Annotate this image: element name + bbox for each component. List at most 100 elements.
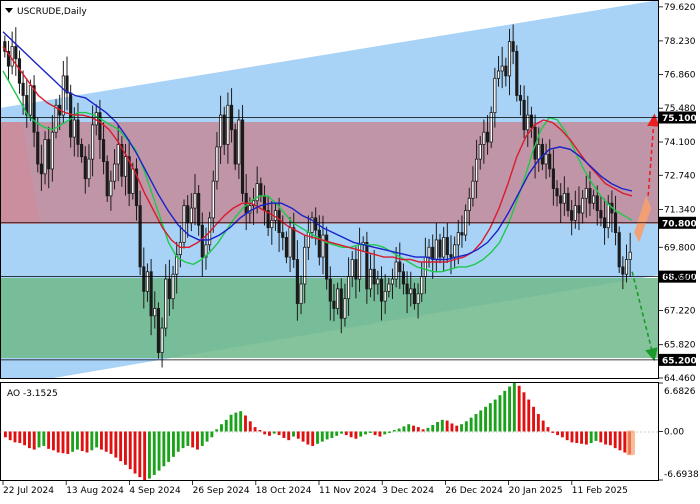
candle — [105, 155, 109, 202]
ao-bar — [536, 414, 540, 432]
ao-tick-label: 0.00 — [664, 427, 684, 437]
ao-bar — [455, 425, 459, 432]
ao-bar — [623, 431, 627, 453]
level-price-tag: 68.600 — [659, 270, 697, 283]
ao-bar — [522, 392, 526, 432]
ao-bar — [565, 431, 569, 441]
candle — [28, 79, 32, 122]
ao-bar — [51, 431, 55, 451]
ao-bar — [541, 420, 545, 432]
candle — [317, 215, 321, 266]
ao-bar — [354, 431, 358, 439]
candle — [383, 274, 387, 314]
candle — [193, 174, 197, 226]
y-tick-label: 65.820 — [664, 341, 696, 351]
candle — [548, 139, 552, 178]
x-tick-label: 20 Jan 2025 — [509, 486, 563, 496]
ao-bar — [368, 431, 372, 433]
candle — [471, 166, 475, 207]
ao-bar — [75, 431, 79, 450]
ao-bar — [3, 431, 7, 438]
candle — [617, 226, 621, 273]
candle — [145, 263, 150, 302]
candle — [343, 283, 347, 327]
ao-bar — [551, 431, 555, 433]
ao-bar — [128, 431, 132, 470]
candle — [233, 123, 237, 171]
ao-bar — [431, 424, 435, 432]
y-tick-label: 69.800 — [664, 243, 696, 253]
ao-bar — [580, 431, 584, 444]
candle — [475, 139, 479, 199]
ao-bar — [191, 431, 195, 448]
ao-bar — [119, 431, 123, 462]
ao-bar — [282, 431, 286, 438]
ao-bar — [234, 412, 238, 432]
candle — [624, 244, 629, 283]
ao-bar — [239, 411, 243, 432]
ao-bar — [23, 431, 27, 446]
y-tick-label: 79.620 — [664, 3, 696, 13]
ao-bar — [527, 399, 531, 432]
candle — [544, 143, 548, 179]
candle — [573, 190, 577, 229]
ao-bar — [258, 430, 262, 432]
level-price-tag: 70.800 — [659, 216, 697, 229]
candle — [529, 106, 534, 138]
candle — [171, 265, 175, 310]
ao-bar — [109, 431, 113, 454]
ao-bar — [253, 427, 257, 432]
candle — [98, 99, 102, 159]
candle — [25, 78, 29, 128]
x-tick-label: 11 Nov 2024 — [319, 486, 377, 496]
ao-bar — [220, 424, 223, 432]
candle — [332, 283, 336, 322]
ao-frame — [0, 382, 659, 481]
svg-text:68.600: 68.600 — [662, 273, 697, 283]
ao-bar — [268, 431, 271, 436]
candle — [299, 275, 303, 315]
moving-averages — [2, 31, 633, 273]
ao-bar — [440, 419, 444, 432]
ao-bar — [407, 424, 411, 432]
ao-bar — [599, 431, 603, 443]
ao-bar — [604, 431, 608, 445]
main-frame — [0, 0, 659, 379]
ao-bar — [589, 431, 593, 444]
y-tick-label: 71.340 — [664, 206, 696, 216]
ao-bar — [287, 431, 291, 441]
ao-bar — [99, 431, 103, 450]
ao-bar — [498, 395, 502, 432]
ao-tick-label: -6.6938 — [664, 470, 699, 480]
x-tick-label: 18 Oct 2024 — [256, 486, 312, 496]
y-tick-label: 76.860 — [664, 70, 696, 80]
symbol-label: USCRUDE,Daily — [17, 7, 87, 17]
candle — [10, 31, 14, 75]
candle — [559, 183, 563, 223]
ao-bar — [56, 431, 60, 453]
x-tick-label: 4 Sep 2024 — [129, 486, 181, 496]
x-tick-label: 11 Feb 2025 — [572, 486, 628, 496]
candle — [416, 283, 420, 319]
ao-axis: 6.6826 0.00 -6.6938 — [659, 382, 699, 481]
candle — [405, 271, 409, 314]
candle — [551, 149, 555, 206]
candle — [14, 27, 18, 76]
forecast-block — [634, 195, 652, 243]
ao-tick-label: 6.6826 — [664, 387, 696, 397]
dropdown-triangle-icon[interactable] — [5, 8, 13, 13]
candle — [237, 109, 241, 179]
ao-bar — [229, 414, 233, 432]
x-tick-label: 3 Dec 2024 — [382, 486, 434, 496]
candle — [376, 270, 380, 295]
svg-text:70.800: 70.800 — [662, 219, 697, 229]
candle — [445, 222, 449, 263]
ao-bar — [359, 431, 363, 437]
resistance-zone — [0, 122, 659, 224]
ao-bar — [344, 431, 348, 436]
candle — [621, 256, 625, 290]
candle — [116, 125, 120, 182]
ao-bar — [464, 421, 468, 432]
y-tick-label: 72.740 — [664, 171, 696, 181]
